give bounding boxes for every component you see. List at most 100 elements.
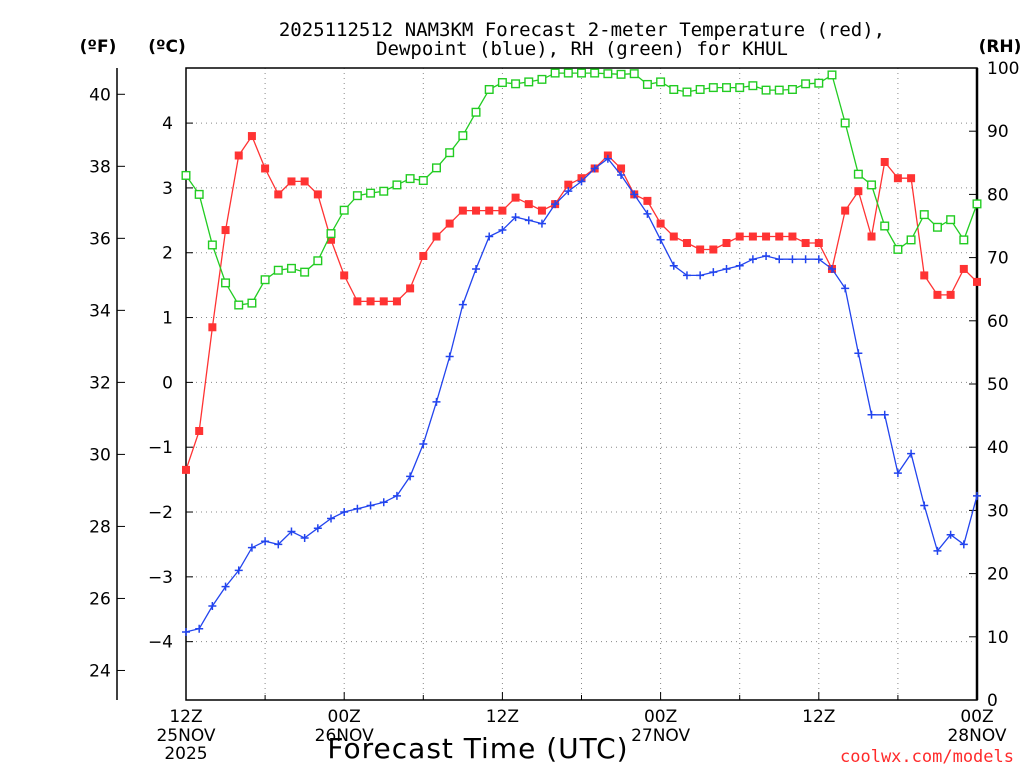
rh-point bbox=[366, 188, 376, 198]
temperature-point bbox=[854, 187, 863, 196]
celsius-tick-label: −2 bbox=[148, 503, 173, 523]
dewpoint-point bbox=[577, 177, 586, 186]
fahrenheit-unit-label: (ºF) bbox=[80, 37, 117, 57]
dewpoint-point bbox=[182, 627, 190, 636]
rh-point bbox=[313, 256, 323, 266]
temperature-point bbox=[735, 232, 744, 241]
dewpoint-point bbox=[551, 200, 560, 209]
dewpoint-point bbox=[643, 209, 652, 218]
rh-point bbox=[445, 148, 455, 158]
credit-text: coolwx.com/models bbox=[840, 747, 1014, 767]
rh-tick-label: 80 bbox=[987, 185, 1009, 205]
rh-tick-label: 50 bbox=[987, 375, 1009, 395]
dewpoint-point bbox=[537, 219, 546, 228]
dewpoint-point bbox=[485, 232, 494, 241]
temperature-point bbox=[234, 151, 243, 160]
rh-point bbox=[418, 175, 428, 185]
x-tick-date-label: 27NOV bbox=[631, 726, 690, 746]
dewpoint-point bbox=[801, 255, 810, 264]
x-tick-date-label: 28NOV bbox=[947, 726, 1006, 746]
dewpoint-point bbox=[775, 255, 784, 264]
temperature-point bbox=[221, 226, 230, 235]
rh-point bbox=[946, 215, 956, 225]
rh-tick-label: 0 bbox=[987, 691, 998, 711]
temperature-point bbox=[327, 235, 336, 244]
dewpoint-point bbox=[524, 216, 533, 225]
rh-unit-label: (RH) bbox=[979, 37, 1022, 57]
temperature-point bbox=[788, 232, 797, 241]
rh-point bbox=[286, 263, 296, 273]
dewpoint-point bbox=[880, 410, 889, 419]
dewpoint-point bbox=[208, 602, 217, 611]
temperature-point bbox=[696, 245, 705, 254]
dewpoint-point bbox=[498, 226, 507, 235]
temperature-point bbox=[472, 206, 481, 215]
rh-point bbox=[577, 68, 587, 78]
rh-tick-label: 60 bbox=[987, 312, 1009, 332]
rh-point bbox=[181, 170, 191, 180]
dewpoint-point bbox=[406, 472, 415, 481]
temperature-point bbox=[406, 284, 415, 293]
rh-tick-label: 90 bbox=[987, 122, 1009, 142]
dewpoint-point bbox=[195, 624, 204, 633]
dewpoint-point bbox=[590, 164, 599, 173]
rh-point bbox=[748, 81, 758, 91]
temperature-point bbox=[867, 232, 876, 241]
rh-point bbox=[484, 84, 494, 94]
fahrenheit-tick-label: 38 bbox=[89, 157, 111, 177]
fahrenheit-tick-label: 28 bbox=[89, 517, 111, 537]
rh-point bbox=[603, 69, 613, 79]
dewpoint-point bbox=[379, 498, 388, 507]
dewpoint-point bbox=[472, 264, 481, 273]
temperature-point bbox=[841, 206, 850, 215]
dewpoint-point bbox=[748, 255, 757, 264]
rh-point bbox=[260, 275, 270, 285]
x-tick-time-label: 00Z bbox=[644, 707, 677, 727]
grid-lines bbox=[186, 68, 977, 700]
temperature-point bbox=[485, 206, 494, 215]
temperature-point bbox=[973, 277, 981, 286]
dewpoint-point bbox=[353, 504, 362, 513]
temperature-point bbox=[617, 164, 626, 173]
rh-point bbox=[379, 186, 389, 196]
dewpoint-line bbox=[185, 157, 978, 633]
temperature-point bbox=[247, 132, 256, 141]
rh-series bbox=[181, 68, 982, 310]
rh-point bbox=[827, 70, 837, 80]
fahrenheit-tick-label: 30 bbox=[89, 445, 111, 465]
dewpoint-point bbox=[327, 514, 336, 523]
dewpoint-point bbox=[458, 300, 467, 309]
temperature-point bbox=[182, 465, 190, 474]
temperature-point bbox=[300, 177, 309, 186]
dewpoint-point bbox=[617, 170, 626, 179]
dewpoint-point bbox=[709, 268, 718, 277]
dewpoint-point bbox=[300, 533, 309, 542]
temperature-point bbox=[933, 290, 942, 299]
temperature-point bbox=[340, 271, 349, 280]
x-tick-time-label: 12Z bbox=[169, 707, 202, 727]
rh-point bbox=[194, 189, 204, 199]
celsius-tick-label: −4 bbox=[148, 633, 173, 653]
temperature-point bbox=[458, 206, 467, 215]
dewpoint-point bbox=[814, 255, 823, 264]
dewpoint-point bbox=[392, 491, 401, 500]
x-tick-time-label: 12Z bbox=[802, 707, 835, 727]
rh-point bbox=[761, 85, 771, 95]
dewpoint-point bbox=[630, 190, 639, 199]
dewpoint-point bbox=[893, 469, 902, 478]
rh-point bbox=[497, 78, 507, 88]
x-tick-time-label: 00Z bbox=[328, 707, 361, 727]
dewpoint-point bbox=[788, 255, 797, 264]
dewpoint-series bbox=[182, 154, 981, 636]
rh-point bbox=[893, 244, 903, 254]
temperature-point bbox=[353, 297, 362, 306]
rh-point bbox=[300, 267, 310, 277]
temperature-point bbox=[261, 164, 270, 173]
temperature-point bbox=[946, 290, 955, 299]
rh-tick-label: 70 bbox=[987, 249, 1009, 269]
x-tick-date-label: 26NOV bbox=[315, 726, 374, 746]
x-tick-time-label: 12Z bbox=[486, 707, 519, 727]
rh-point bbox=[405, 174, 415, 184]
